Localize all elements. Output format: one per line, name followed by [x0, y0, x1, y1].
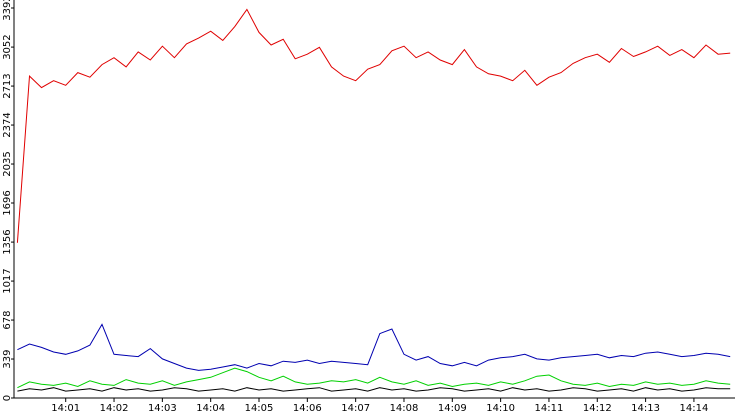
y-tick-label: 2035 — [2, 151, 13, 176]
y-tick-label: 0 — [2, 395, 13, 401]
x-tick-label: 14:11 — [535, 403, 564, 414]
x-tick-label: 14:02 — [100, 403, 129, 414]
series-line — [17, 323, 731, 371]
y-tick-label: 678 — [2, 310, 13, 329]
x-tick-label: 14:09 — [438, 403, 467, 414]
y-tick-label: 3052 — [2, 34, 13, 59]
x-tick-label: 14:14 — [680, 403, 709, 414]
series-line — [16, 8, 731, 243]
y-tick-label: 2374 — [2, 112, 13, 137]
y-tick-label: 1017 — [2, 268, 13, 293]
x-tick-label: 14:08 — [390, 403, 419, 414]
x-tick-label: 14:10 — [486, 403, 515, 414]
x-tick-label: 14:13 — [631, 403, 660, 414]
y-tick-label: 2713 — [2, 73, 13, 98]
x-tick-label: 14:03 — [148, 403, 177, 414]
y-tick-label: 339 — [2, 349, 13, 368]
x-tick-label: 14:01 — [51, 403, 80, 414]
x-tick-label: 14:06 — [293, 403, 322, 414]
y-tick-label: 3392 — [2, 0, 13, 21]
series-line — [17, 367, 731, 389]
x-tick-label: 14:05 — [245, 403, 274, 414]
y-tick-label: 1696 — [2, 190, 13, 215]
y-tick-label: 1356 — [2, 229, 13, 254]
series-line — [17, 387, 731, 392]
x-tick-label: 14:07 — [341, 403, 370, 414]
x-tick-label: 14:04 — [196, 403, 225, 414]
x-tick-label: 14:12 — [583, 403, 612, 414]
